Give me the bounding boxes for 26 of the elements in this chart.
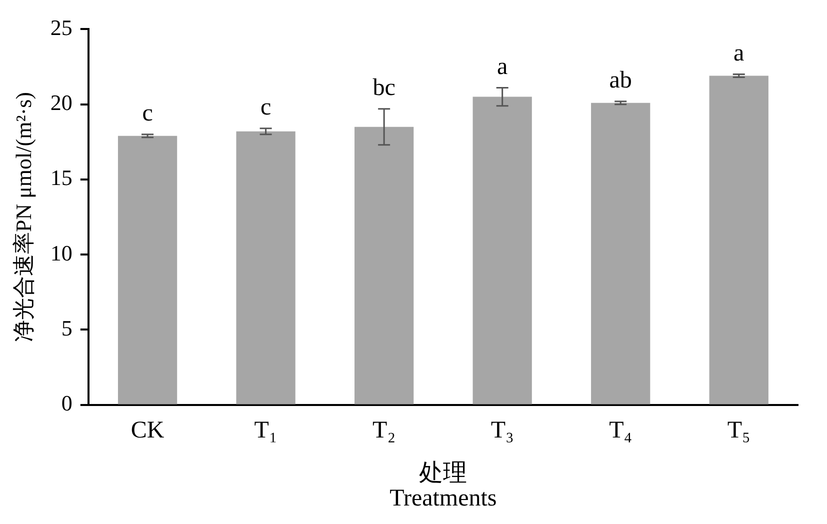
- x-tick-label: T₁: [254, 417, 278, 444]
- annotation: ab: [609, 68, 632, 94]
- y-tick-label: 15: [50, 165, 72, 190]
- x-tick-label: CK: [130, 417, 165, 444]
- y-tick-label: 0: [61, 390, 72, 416]
- bar: [236, 131, 296, 404]
- bar: [354, 126, 414, 404]
- x-tick-label: T₂: [372, 417, 396, 444]
- x-tick-label: T₄: [609, 417, 632, 444]
- y-axis-title: 净光合速率PN μmol/(m²·s): [10, 92, 36, 342]
- annotation: bc: [372, 75, 396, 102]
- annotation: a: [497, 54, 508, 80]
- y-tick-label: 25: [50, 14, 72, 40]
- y-tick-label: 20: [50, 90, 72, 116]
- bar: [472, 96, 532, 404]
- bar: [709, 76, 768, 404]
- annotation: c: [260, 94, 272, 121]
- bar: [118, 136, 178, 404]
- x-tick-label: T₅: [727, 417, 750, 444]
- x-tick-label: T₃: [490, 417, 514, 444]
- annotation: a: [734, 40, 745, 67]
- y-tick-label: 5: [61, 315, 72, 340]
- annotation: c: [142, 100, 153, 127]
- y-tick-label: 10: [50, 240, 72, 266]
- x-axis-title: 处理 Treatments: [390, 460, 497, 512]
- bar: [591, 102, 650, 404]
